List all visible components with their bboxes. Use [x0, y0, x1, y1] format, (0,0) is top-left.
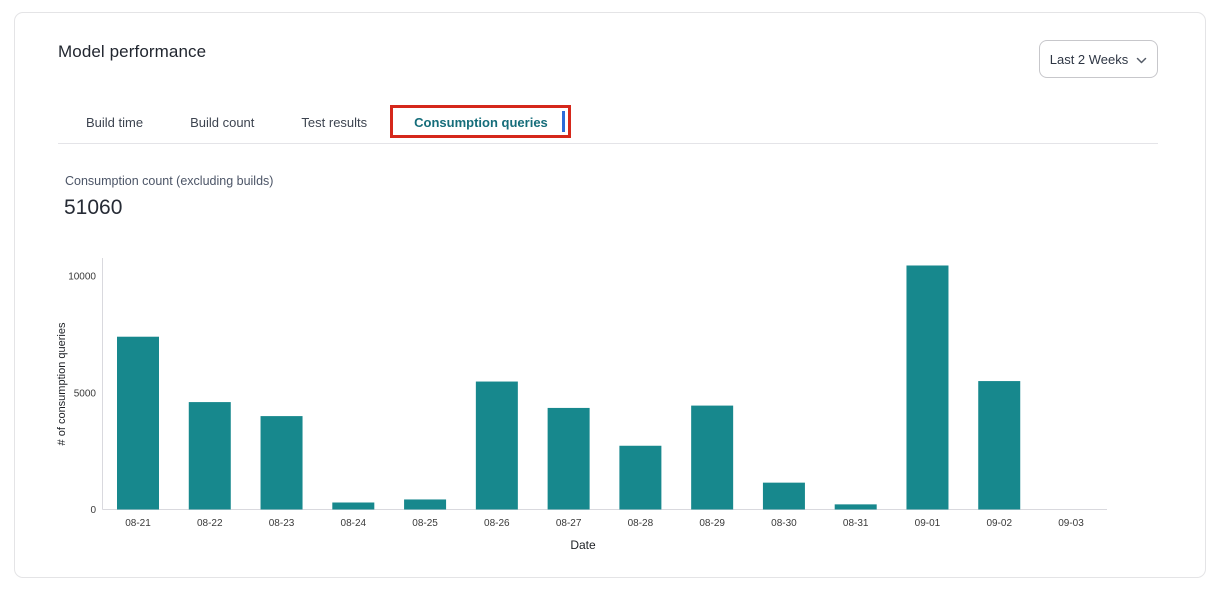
tab-build-time[interactable]: Build time [86, 115, 144, 130]
date-range-value: Last 2 Weeks [1049, 51, 1129, 67]
model-performance-card: Model performance Last 2 Weeks Build tim… [14, 12, 1206, 578]
tab-test-results[interactable]: Test results [301, 115, 368, 130]
svg-text:10000: 10000 [68, 272, 96, 283]
x-tick-08-26: 08-26 [484, 518, 510, 529]
bar-08-26[interactable] [475, 381, 518, 510]
x-tick-09-03: 09-03 [1058, 518, 1084, 529]
x-tick-08-29: 08-29 [699, 518, 725, 529]
bar-08-31[interactable] [834, 504, 877, 510]
bar-08-27[interactable] [547, 407, 590, 510]
x-tick-08-27: 08-27 [556, 518, 582, 529]
bar-08-21[interactable] [117, 336, 159, 510]
svg-text:5000: 5000 [74, 388, 97, 399]
x-tick-08-21: 08-21 [125, 518, 151, 529]
bar-08-23[interactable] [260, 416, 303, 510]
bar-09-01[interactable] [906, 265, 949, 510]
tabs-divider [58, 143, 1158, 144]
bar-08-28[interactable] [619, 445, 662, 510]
bar-chart-svg: 0 5000 10000 # of consumption queries 08-21 0… [56, 258, 1107, 552]
x-tick-09-01: 09-01 [915, 518, 941, 529]
page-title: Model performance [58, 42, 207, 61]
x-tick-08-28: 08-28 [628, 518, 654, 529]
annotation-inner-blue-line [561, 111, 565, 132]
bar-08-25[interactable] [404, 499, 447, 510]
svg-text:# of consumption queries: # of consumption queries [56, 322, 68, 445]
svg-text:0: 0 [90, 505, 96, 516]
metric-value: 51060 [64, 196, 123, 219]
date-range-dropdown[interactable]: Last 2 Weeks [1039, 40, 1158, 78]
chevron-down-icon [1136, 57, 1147, 64]
metric-label: Consumption count (excluding builds) [65, 174, 274, 188]
x-tick-08-25: 08-25 [412, 518, 438, 529]
consumption-queries-chart: 0 5000 10000 # of consumption queries 08-21 0… [41, 246, 1121, 561]
x-tick-09-02: 09-02 [986, 518, 1012, 529]
x-tick-08-22: 08-22 [197, 518, 223, 529]
svg-text:Date: Date [570, 538, 596, 552]
x-tick-08-30: 08-30 [771, 518, 797, 529]
bar-08-30[interactable] [762, 482, 805, 510]
x-tick-08-24: 08-24 [341, 518, 367, 529]
bar-08-22[interactable] [188, 402, 231, 510]
tab-build-count[interactable]: Build count [190, 115, 255, 130]
bar-08-24[interactable] [332, 502, 375, 510]
x-tick-08-23: 08-23 [269, 518, 295, 529]
bar-08-29[interactable] [691, 405, 734, 510]
tabs-bar: Build time Build count Test results Cons… [86, 105, 571, 138]
tab-consumption-queries-label: Consumption queries [414, 115, 548, 130]
bar-09-02[interactable] [978, 381, 1021, 510]
x-tick-08-31: 08-31 [843, 518, 869, 529]
tab-consumption-queries[interactable]: Consumption queries [390, 105, 571, 138]
